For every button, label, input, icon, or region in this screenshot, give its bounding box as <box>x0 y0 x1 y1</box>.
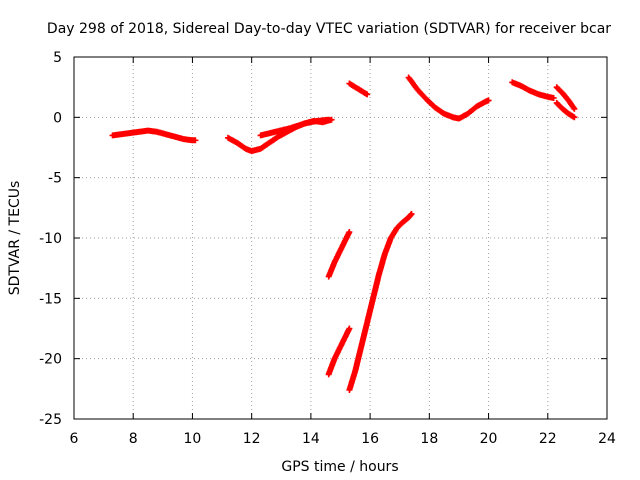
x-tick-label: 8 <box>129 431 138 447</box>
data-series-arc-6 <box>509 79 557 101</box>
data-series-arc-4 <box>346 80 371 98</box>
y-tick-label: -15 <box>39 291 62 307</box>
data-series-arc-10 <box>325 325 353 378</box>
x-tick-label: 10 <box>184 431 202 447</box>
x-tick-label: 20 <box>480 431 498 447</box>
data-series-arc-11 <box>346 210 415 393</box>
x-tick-label: 12 <box>243 431 261 447</box>
x-tick-label: 14 <box>302 431 320 447</box>
y-tick-label: 5 <box>53 50 62 66</box>
data-points-arc-4 <box>346 80 371 98</box>
x-tick-label: 22 <box>539 431 557 447</box>
data-points-arc-3 <box>257 116 332 139</box>
data-points-arc-6 <box>509 79 557 101</box>
y-tick-label: -10 <box>39 231 62 247</box>
x-tick-label: 6 <box>70 431 79 447</box>
axis-ticks: 6 8 10 12 14 16 18 20 22 24 5 0 -5 -10 -15 -20 -25 <box>39 50 616 447</box>
data-points-arc-10 <box>325 325 353 378</box>
data-series-arc-7 <box>553 84 578 112</box>
x-tick-label: 18 <box>420 431 438 447</box>
data-points-arc-8 <box>553 99 578 121</box>
data-points-arc-1 <box>109 127 199 144</box>
y-tick-label: -25 <box>39 412 62 428</box>
data-points-arc-5 <box>405 74 492 122</box>
data-points <box>109 74 578 393</box>
data-series-arc-8 <box>553 99 578 121</box>
data-series-arc-1 <box>109 127 199 144</box>
y-axis-label: SDTVAR / TECUs <box>7 181 23 296</box>
y-tick-label: 0 <box>53 110 62 126</box>
x-tick-label: 24 <box>598 431 616 447</box>
data-points-arc-9 <box>325 229 353 280</box>
data-points-arc-7 <box>553 84 578 112</box>
y-tick-label: -5 <box>48 171 62 187</box>
chart-title: Day 298 of 2018, Sidereal Day-to-day VTE… <box>47 21 611 37</box>
grid <box>74 57 607 419</box>
x-tick-label: 16 <box>361 431 379 447</box>
data-series-arc-9 <box>325 229 353 280</box>
data-series-arc-3 <box>257 116 332 139</box>
y-tick-label: -20 <box>39 352 62 368</box>
data-points-arc-11 <box>346 210 415 393</box>
plot-frame <box>73 56 608 420</box>
x-axis-label: GPS time / hours <box>281 459 398 475</box>
data-series-arc-5 <box>405 74 492 122</box>
